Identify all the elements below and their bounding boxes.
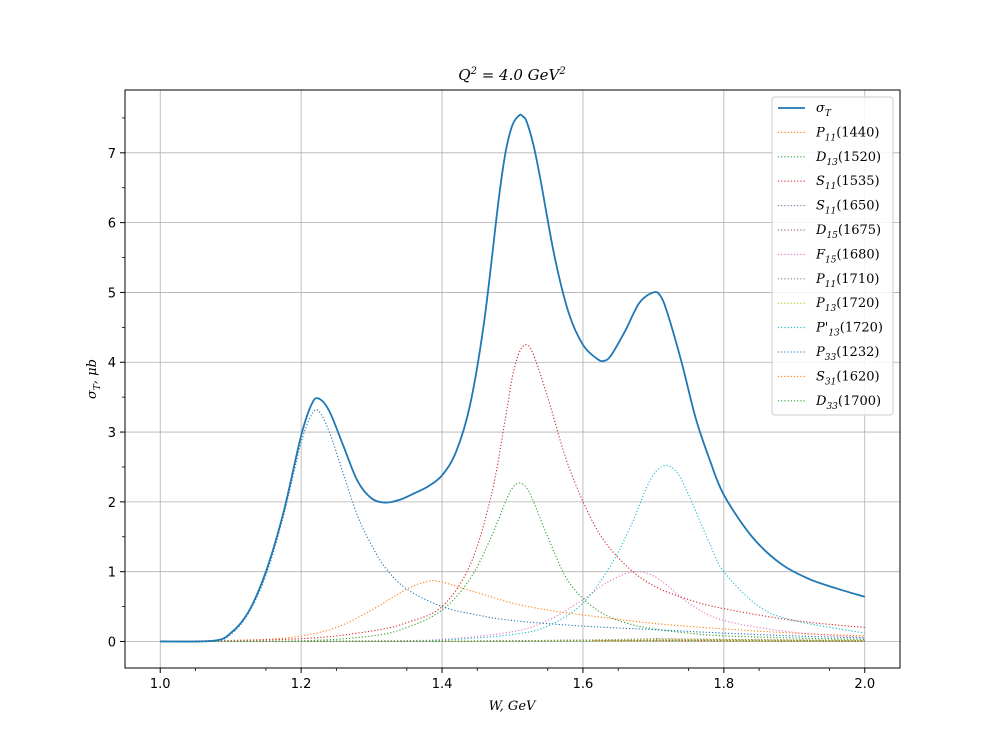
x-tick-label: 2.0 xyxy=(854,677,875,692)
y-tick-label: 1 xyxy=(108,566,116,581)
legend-entry: F15(1680) xyxy=(815,247,880,265)
series-line-9 xyxy=(160,464,865,643)
grid-lines xyxy=(125,90,900,668)
x-tick-label: 1.8 xyxy=(714,677,735,692)
legend-entry: S11(1535) xyxy=(816,174,880,192)
y-tick-label: 3 xyxy=(108,426,116,441)
x-tick-label: 1.4 xyxy=(432,677,453,692)
legend-entry: σT xyxy=(816,101,832,119)
y-tick-label: 6 xyxy=(108,217,116,232)
legend-box xyxy=(771,96,894,416)
series-line-10 xyxy=(160,409,865,643)
legend-entry: D15(1675) xyxy=(815,223,881,241)
y-tick-label: 5 xyxy=(108,286,116,301)
legend: σT P11(1440) D13(1520) S11(1535) S11(1650) D1… xyxy=(771,96,894,416)
legend-entry: P13(1720) xyxy=(815,296,879,314)
y-tick-label: 2 xyxy=(108,496,116,511)
x-tick-label: 1.2 xyxy=(291,677,312,692)
legend-entry: P'13(1720) xyxy=(815,321,883,339)
legend-entry: P11(1710) xyxy=(815,272,879,290)
legend-entry: S31(1620) xyxy=(816,369,880,387)
x-axis-label: W, GeV xyxy=(489,699,537,714)
x-tick-label: 1.6 xyxy=(573,677,594,692)
legend-entry: S11(1650) xyxy=(816,199,880,217)
series-line-0 xyxy=(160,113,866,643)
legend-items: σT P11(1440) D13(1520) S11(1535) S11(1650) D1… xyxy=(778,101,883,412)
chart-title: Q2 = 4.0 GeV2 xyxy=(458,66,565,84)
axis-tick-labels: 1.0 1.2 1.4 1.6 1.8 2.0 0 1 2 3 4 5 6 7 xyxy=(108,147,875,692)
legend-entry: D33(1700) xyxy=(815,394,881,412)
series-line-3 xyxy=(160,344,865,643)
series-layer xyxy=(160,113,866,643)
legend-entry: D13(1520) xyxy=(815,150,881,168)
legend-entry: P11(1440) xyxy=(815,125,879,143)
series-line-2 xyxy=(160,482,865,643)
y-tick-label: 0 xyxy=(108,635,116,650)
series-line-1 xyxy=(160,580,865,643)
y-tick-label: 4 xyxy=(108,356,116,371)
plot-frame xyxy=(124,89,901,669)
y-tick-label: 7 xyxy=(108,147,116,162)
legend-entry: P33(1232) xyxy=(815,345,879,363)
y-axis-label: σT, μb xyxy=(85,359,103,399)
axis-ticks xyxy=(120,117,866,673)
x-tick-label: 1.0 xyxy=(150,677,171,692)
series-line-12 xyxy=(160,640,865,643)
